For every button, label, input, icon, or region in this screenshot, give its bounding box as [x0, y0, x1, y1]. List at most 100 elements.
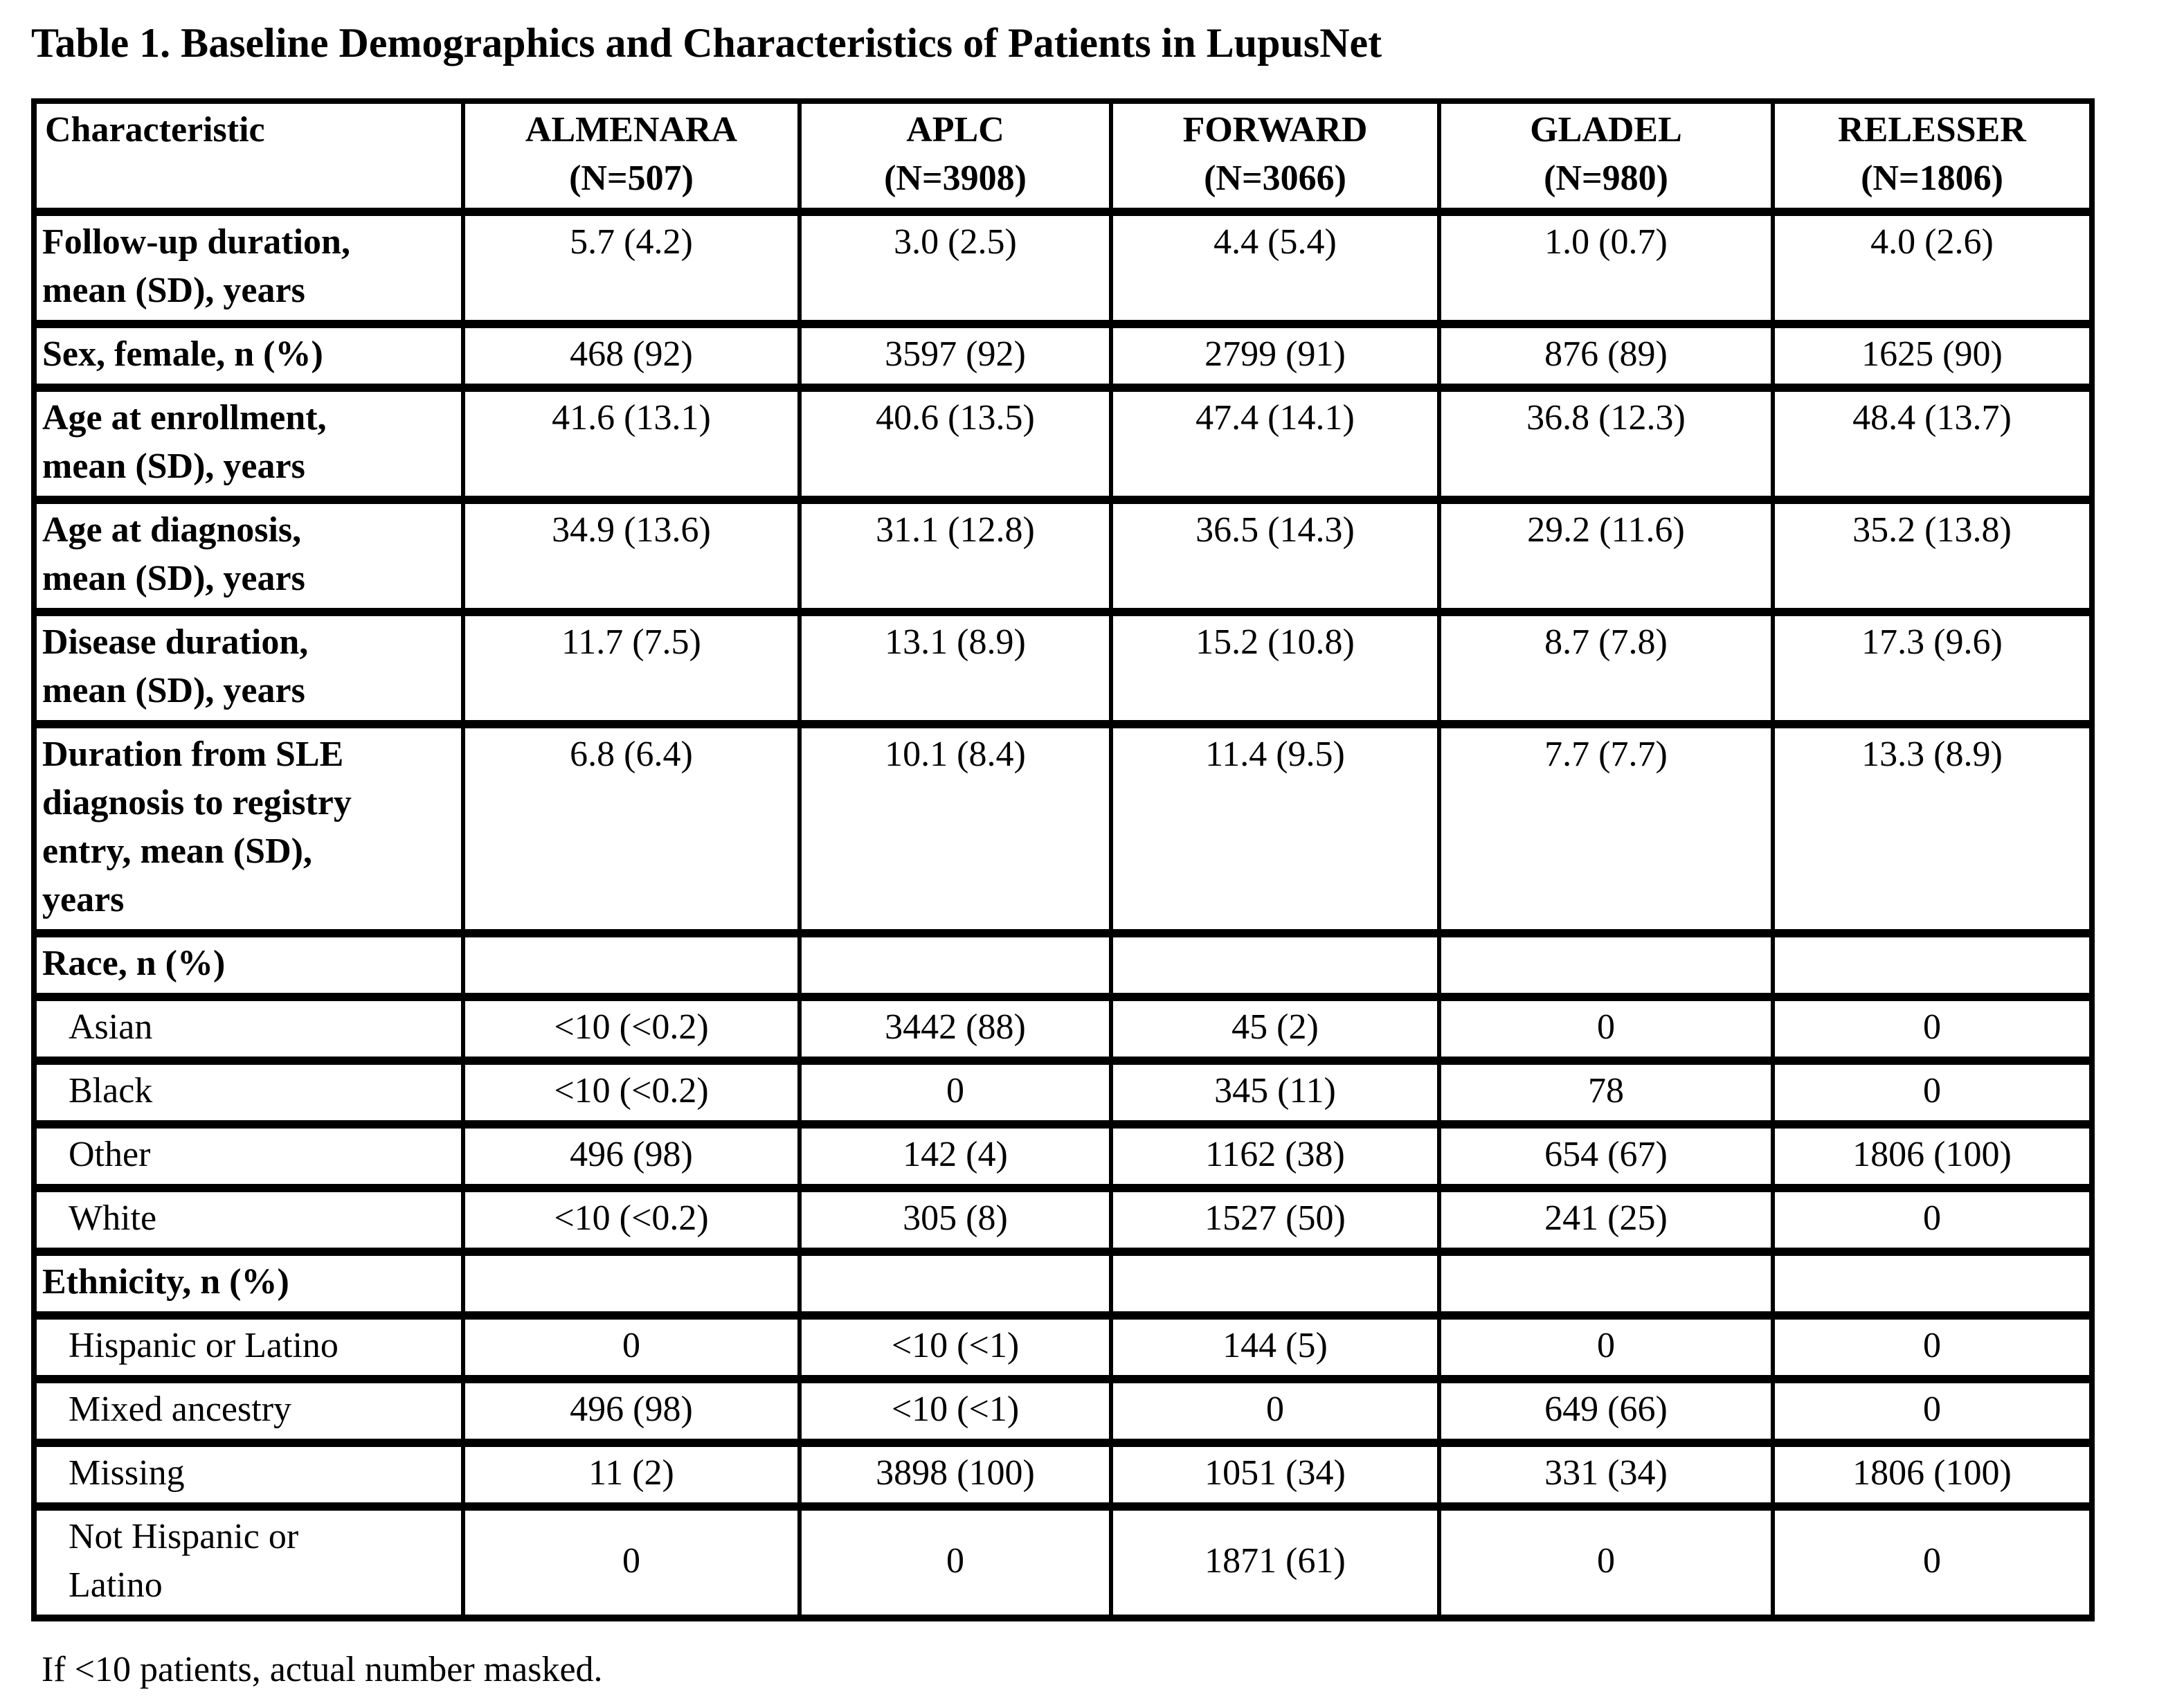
table-row-duration-sle-to-registry: Duration from SLE diagnosis to registry … — [32, 720, 2094, 937]
row-label: White — [32, 1184, 465, 1256]
col-header-characteristic: Characteristic — [32, 98, 465, 216]
row-label: Not Hispanic or Latino — [32, 1502, 465, 1621]
cell-value: 1.0 (0.7) — [1437, 208, 1775, 328]
cell-value: 34.9 (13.6) — [461, 496, 802, 616]
cell-value: 345 (11) — [1109, 1057, 1441, 1129]
cell-value: 0 — [797, 1502, 1113, 1621]
cell-value: 3898 (100) — [797, 1439, 1113, 1511]
row-label: Black — [32, 1057, 465, 1129]
cell-value: 13.1 (8.9) — [797, 608, 1113, 728]
cell-value: 0 — [797, 1057, 1113, 1129]
row-label: Sex, female, n (%) — [32, 320, 465, 392]
cell-value: 8.7 (7.8) — [1437, 608, 1775, 728]
cell-value: 0 — [1771, 1311, 2094, 1383]
cell-value: 144 (5) — [1109, 1311, 1441, 1383]
cell-value: 0 — [1771, 1057, 2094, 1129]
cell-value — [461, 929, 802, 1001]
row-label: Duration from SLE diagnosis to registry … — [32, 720, 465, 937]
cell-value: 1625 (90) — [1771, 320, 2094, 392]
cell-value: <10 (<1) — [797, 1311, 1113, 1383]
cell-value — [1437, 1248, 1775, 1320]
demographics-table: Characteristic ALMENARA (N=507) APLC (N=… — [31, 98, 2095, 1621]
table-row-disease-duration: Disease duration, mean (SD), years 11.7 … — [32, 608, 2094, 728]
col-header-almenara: ALMENARA (N=507) — [461, 98, 802, 216]
cell-value: 142 (4) — [797, 1120, 1113, 1192]
table-row-race-black: Black <10 (<0.2) 0 345 (11) 78 0 — [32, 1057, 2094, 1129]
cell-value: 3442 (88) — [797, 993, 1113, 1065]
cell-value: 1051 (34) — [1109, 1439, 1441, 1511]
cell-value: 0 — [1771, 1184, 2094, 1256]
col-header-gladel: GLADEL (N=980) — [1437, 98, 1775, 216]
cell-value: <10 (<0.2) — [461, 1184, 802, 1256]
cell-value: 11 (2) — [461, 1439, 802, 1511]
cell-value: 496 (98) — [461, 1120, 802, 1192]
table-row-ethnicity-missing: Missing 11 (2) 3898 (100) 1051 (34) 331 … — [32, 1439, 2094, 1511]
header-row: Characteristic ALMENARA (N=507) APLC (N=… — [32, 98, 2094, 216]
row-label: Follow-up duration, mean (SD), years — [32, 208, 465, 328]
table-row-race-asian: Asian <10 (<0.2) 3442 (88) 45 (2) 0 0 — [32, 993, 2094, 1065]
cell-value: 17.3 (9.6) — [1771, 608, 2094, 728]
cell-value: 0 — [461, 1502, 802, 1621]
col-header-relesser: RELESSER (N=1806) — [1771, 98, 2094, 216]
cell-value: 10.1 (8.4) — [797, 720, 1113, 937]
cell-value: 496 (98) — [461, 1375, 802, 1447]
cell-value: 29.2 (11.6) — [1437, 496, 1775, 616]
row-label: Ethnicity, n (%) — [32, 1248, 465, 1320]
row-label: Missing — [32, 1439, 465, 1511]
cell-value: 0 — [461, 1311, 802, 1383]
row-label: Race, n (%) — [32, 929, 465, 1001]
cell-value: 1806 (100) — [1771, 1120, 2094, 1192]
cell-value: 4.0 (2.6) — [1771, 208, 2094, 328]
row-label: Hispanic or Latino — [32, 1311, 465, 1383]
cell-value: 1162 (38) — [1109, 1120, 1441, 1192]
cell-value: 0 — [1437, 993, 1775, 1065]
cell-value: 11.4 (9.5) — [1109, 720, 1441, 937]
cell-value: <10 (<0.2) — [461, 993, 802, 1065]
row-label: Disease duration, mean (SD), years — [32, 608, 465, 728]
cell-value: 331 (34) — [1437, 1439, 1775, 1511]
cell-value: 0 — [1771, 1375, 2094, 1447]
cell-value: 5.7 (4.2) — [461, 208, 802, 328]
cell-value: 1806 (100) — [1771, 1439, 2094, 1511]
cell-value — [1771, 929, 2094, 1001]
cell-value: 241 (25) — [1437, 1184, 1775, 1256]
table-row-age-enrollment: Age at enrollment, mean (SD), years 41.6… — [32, 384, 2094, 504]
cell-value: 1527 (50) — [1109, 1184, 1441, 1256]
row-label: Other — [32, 1120, 465, 1192]
cell-value: <10 (<0.2) — [461, 1057, 802, 1129]
cell-value — [797, 1248, 1113, 1320]
cell-value: 876 (89) — [1437, 320, 1775, 392]
cell-value — [1771, 1248, 2094, 1320]
col-header-aplc: APLC (N=3908) — [797, 98, 1113, 216]
document-page: Table 1. Baseline Demographics and Chara… — [0, 18, 2157, 1693]
cell-value: 40.6 (13.5) — [797, 384, 1113, 504]
cell-value: 0 — [1771, 1502, 2094, 1621]
row-label: Age at enrollment, mean (SD), years — [32, 384, 465, 504]
cell-value: 0 — [1437, 1502, 1775, 1621]
cell-value: 15.2 (10.8) — [1109, 608, 1441, 728]
cell-value: 35.2 (13.8) — [1771, 496, 2094, 616]
table-row-ethnicity-header: Ethnicity, n (%) — [32, 1248, 2094, 1320]
table-row-race-header: Race, n (%) — [32, 929, 2094, 1001]
cell-value: 1871 (61) — [1109, 1502, 1441, 1621]
table-title: Table 1. Baseline Demographics and Chara… — [31, 20, 1382, 66]
cell-value: <10 (<1) — [797, 1375, 1113, 1447]
cell-value: 3.0 (2.5) — [797, 208, 1113, 328]
cell-value: 654 (67) — [1437, 1120, 1775, 1192]
table-row-sex-female: Sex, female, n (%) 468 (92) 3597 (92) 27… — [32, 320, 2094, 392]
table-row-race-white: White <10 (<0.2) 305 (8) 1527 (50) 241 (… — [32, 1184, 2094, 1256]
col-header-forward: FORWARD (N=3066) — [1109, 98, 1441, 216]
cell-value — [1437, 929, 1775, 1001]
cell-value: 0 — [1437, 1311, 1775, 1383]
cell-value: 36.5 (14.3) — [1109, 496, 1441, 616]
table-row-race-other: Other 496 (98) 142 (4) 1162 (38) 654 (67… — [32, 1120, 2094, 1192]
cell-value: 0 — [1771, 993, 2094, 1065]
table-footnote: If <10 patients, actual number masked. — [42, 1650, 603, 1689]
cell-value: 36.8 (12.3) — [1437, 384, 1775, 504]
cell-value: 41.6 (13.1) — [461, 384, 802, 504]
row-label: Asian — [32, 993, 465, 1065]
cell-value — [1109, 929, 1441, 1001]
cell-value: 0 — [1109, 1375, 1441, 1447]
cell-value: 78 — [1437, 1057, 1775, 1129]
cell-value — [1109, 1248, 1441, 1320]
